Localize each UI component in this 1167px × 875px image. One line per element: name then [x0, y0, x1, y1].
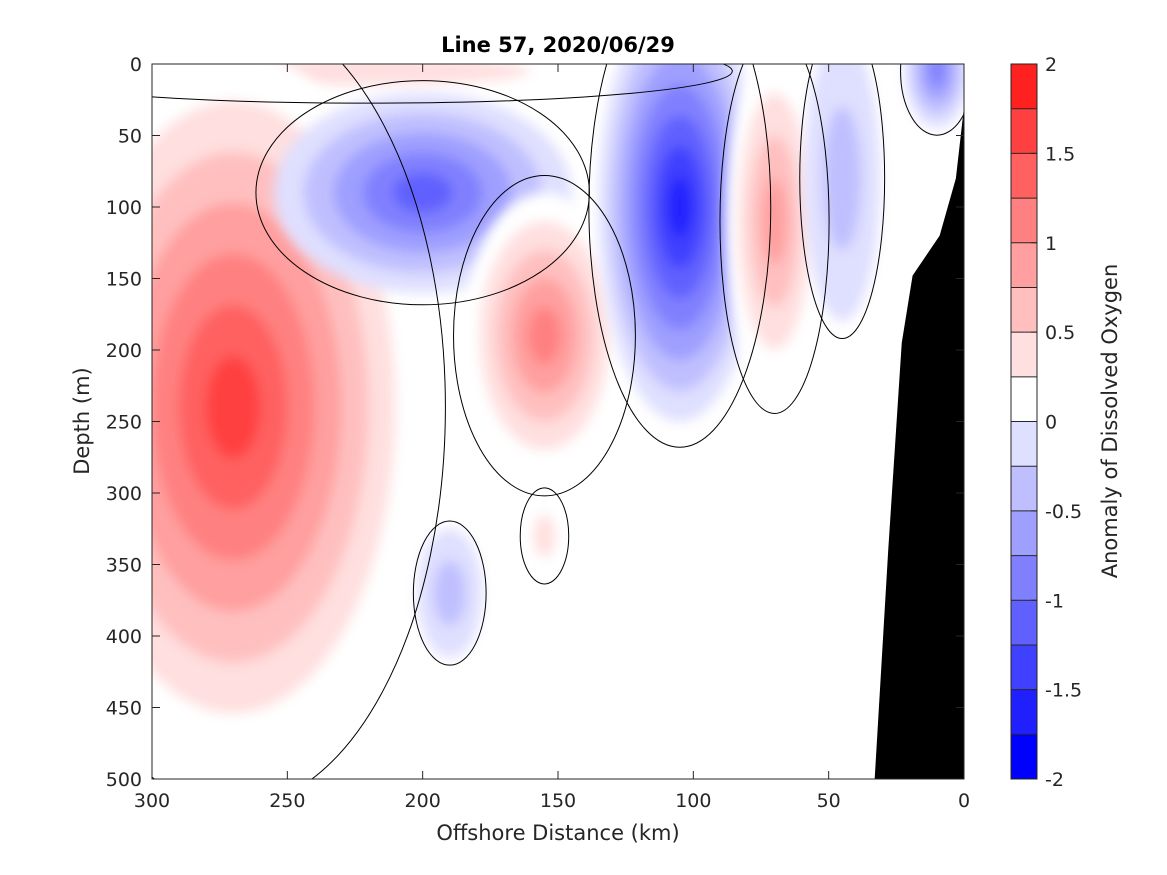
colorbar-swatch	[1011, 376, 1037, 422]
y-tick-label: 150	[106, 269, 142, 291]
x-tick-label: 300	[134, 790, 170, 812]
colorbar-swatch	[1011, 242, 1037, 288]
nearshore-positive-core	[725, 64, 824, 393]
y-axis-label: Depth (m)	[70, 367, 94, 474]
colorbar-swatch	[1011, 466, 1037, 512]
zero-contour-line	[900, 64, 964, 136]
colorbar-tick-label: -1	[1045, 590, 1064, 612]
seafloor	[874, 106, 964, 779]
x-tick-label: 100	[675, 790, 711, 812]
colorbar-swatch	[1011, 153, 1037, 199]
y-tick-label: 450	[106, 698, 142, 720]
x-tick-label: 50	[817, 790, 841, 812]
zero-contour-line	[799, 64, 886, 340]
anomaly-field	[152, 64, 964, 765]
x-tick-label: 150	[540, 790, 576, 812]
anomaly-level-band	[433, 560, 466, 626]
y-tick-label: 50	[118, 126, 142, 148]
zero-contour-line	[152, 64, 446, 779]
surface-coastal-negative	[904, 64, 964, 129]
colorbar-tick-label: 1.5	[1045, 143, 1075, 165]
zero-contour-line	[588, 64, 772, 448]
mid-positive-core	[463, 192, 626, 479]
x-tick-label: 200	[405, 790, 441, 812]
x-tick-label: 0	[958, 790, 970, 812]
colorbar-swatch	[1011, 689, 1037, 735]
y-tick-label: 0	[130, 54, 142, 76]
colorbar-swatch	[1011, 600, 1037, 646]
colorbar-swatch	[1011, 287, 1037, 333]
colorbar-tick-label: -0.5	[1045, 501, 1082, 523]
coastal-negative-core	[804, 64, 881, 322]
nearshore-negative-core	[598, 64, 761, 422]
y-tick-label: 300	[106, 483, 142, 505]
colorbar-swatch	[1011, 421, 1037, 467]
zero-contour-line	[412, 520, 487, 666]
y-tick-label: 250	[106, 412, 142, 434]
anomaly-level-band	[206, 356, 261, 459]
colorbar-swatch	[1011, 64, 1037, 110]
zero-contour-line	[453, 175, 636, 497]
offshore-positive-core	[152, 64, 423, 765]
zero-contour-lines	[152, 64, 964, 779]
y-tick-label: 500	[106, 769, 142, 791]
anomaly-level-band	[528, 307, 561, 365]
chart-title: Line 57, 2020/06/29	[441, 33, 675, 57]
colorbar-swatch	[1011, 644, 1037, 691]
colorbar-label: Anomaly of Dissolved Oxygen	[1098, 264, 1122, 579]
anomaly-level-band	[668, 176, 692, 238]
deep-negative-patch	[417, 528, 483, 658]
x-axis-ticks: 300 250 200 150 100 50 0	[134, 64, 970, 812]
bathymetry-mask	[874, 106, 964, 779]
x-axis-label: Offshore Distance (km)	[436, 821, 679, 845]
colorbar-swatch	[1011, 332, 1037, 378]
deep-positive-patch	[522, 493, 567, 579]
colorbar-swatch	[1011, 734, 1037, 780]
anomaly-level-band	[392, 172, 453, 213]
x-tick-label: 250	[269, 790, 305, 812]
colorbar-tick-label: 0	[1045, 412, 1057, 434]
anomaly-level-band	[823, 106, 862, 250]
colorbar-swatch	[1011, 108, 1037, 154]
colorbar-swatch	[1011, 198, 1037, 244]
colorbar-tick-label: 2	[1045, 54, 1057, 76]
anomaly-level-band	[533, 514, 556, 558]
y-axis-ticks: 0 50 100 150 200 250 300 350 400 450 500	[106, 54, 964, 791]
zero-contour-line	[152, 64, 733, 104]
y-tick-label: 200	[106, 340, 142, 362]
y-tick-label: 100	[106, 197, 142, 219]
colorbar: 2 1.5 1 0.5 0 -0.5 -1 -1.5 -2	[1010, 54, 1082, 791]
zero-contour-line	[519, 487, 570, 585]
y-tick-label: 350	[106, 555, 142, 577]
colorbar-swatch	[1011, 555, 1037, 601]
colorbar-tick-label: 1	[1045, 233, 1057, 255]
zero-contour-line	[719, 64, 830, 414]
colorbar-tick-label: -1.5	[1045, 680, 1082, 702]
anomaly-level-band	[762, 178, 787, 265]
colorbar-tick-label: 0.5	[1045, 322, 1075, 344]
y-tick-label: 400	[106, 626, 142, 648]
colorbar-tick-label: -2	[1045, 769, 1064, 791]
colorbar-swatch	[1011, 510, 1037, 557]
anomaly-level-band	[928, 64, 946, 86]
